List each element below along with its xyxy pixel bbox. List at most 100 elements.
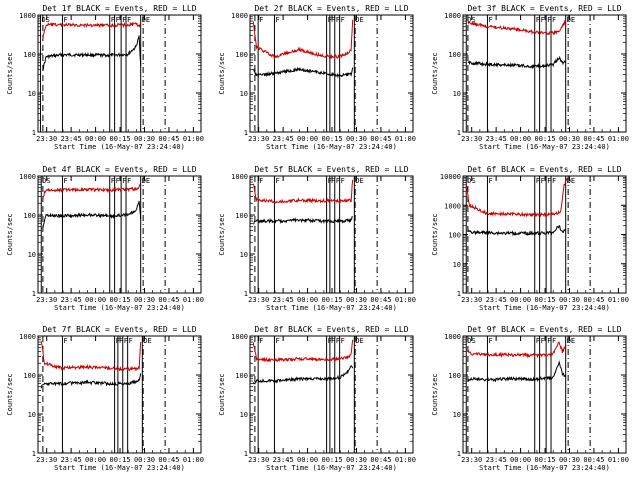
x-tick-label: 00:00 — [297, 456, 318, 464]
y-tick-label: 1000 — [231, 173, 248, 181]
x-axis-label: Start Time (16-May-07 23:24:40) — [479, 464, 610, 472]
marker-label: F — [63, 16, 67, 24]
y-tick-label: 1 — [244, 129, 248, 137]
x-tick-label: 00:45 — [158, 296, 179, 304]
x-tick-label: 00:30 — [134, 456, 155, 464]
events-series-line — [467, 360, 567, 383]
y-tick-label: 1 — [457, 450, 461, 458]
marker-label: DS — [467, 177, 475, 185]
marker-label: F — [127, 177, 131, 185]
chart-title: Det 2f BLACK = Events, RED = LLD — [254, 4, 408, 13]
y-tick-label: 1000 — [19, 333, 36, 341]
x-tick-label: 23:45 — [273, 135, 294, 143]
x-tick-label: 00:00 — [510, 456, 531, 464]
x-tick-label: 00:15 — [109, 135, 130, 143]
y-tick-label: 10 — [240, 251, 248, 259]
marker-label: DE — [567, 16, 575, 24]
marker-label: DE — [142, 177, 150, 185]
x-tick-label: 00:00 — [297, 135, 318, 143]
y-tick-label: 100 — [448, 232, 461, 240]
chart-panel: Det 5f BLACK = Events, RED = LLD 1 10 100 10… — [218, 165, 416, 312]
events-series-line — [42, 35, 142, 71]
y-axis-label: Counts/sec — [6, 213, 14, 255]
x-tick-label: 00:45 — [158, 456, 179, 464]
marker-label: F — [275, 16, 279, 24]
x-tick-label: 00:30 — [559, 296, 580, 304]
plot-frame — [37, 175, 202, 294]
lld-series-line — [252, 179, 354, 204]
y-tick-label: 100 — [448, 372, 461, 380]
x-tick-label: 00:30 — [346, 135, 367, 143]
marker-label: F — [541, 337, 545, 345]
marker-label: F — [488, 16, 492, 24]
x-tick-label: 00:45 — [583, 135, 604, 143]
y-tick-label: 100 — [235, 212, 248, 220]
plot-frame — [37, 335, 202, 454]
marker-label: F — [275, 337, 279, 345]
x-tick-label: 23:30 — [461, 296, 482, 304]
chart-panel: Det 3f BLACK = Events, RED = LLD 1 10 100 10… — [431, 4, 629, 151]
y-axis-label: Counts/sec — [218, 213, 226, 255]
chart-panel: Det 4f BLACK = Events, RED = LLD 1 10 100 10… — [6, 165, 204, 312]
marker-label: DE — [567, 177, 575, 185]
x-tick-label: 00:45 — [370, 135, 391, 143]
y-axis-label: Counts/sec — [6, 373, 14, 415]
marker-label: F — [547, 16, 551, 24]
x-tick-label: 23:45 — [61, 456, 82, 464]
y-tick-label: 1000 — [231, 12, 248, 20]
marker-label: F — [341, 177, 345, 185]
x-tick-label: 23:30 — [461, 135, 482, 143]
x-tick-label: 00:00 — [510, 296, 531, 304]
x-tick-label: 00:00 — [85, 456, 106, 464]
chart-title: Det 4f BLACK = Events, RED = LLD — [42, 165, 196, 174]
y-tick-label: 1000 — [444, 333, 461, 341]
marker-label: F — [116, 177, 120, 185]
marker-label: F — [127, 16, 131, 24]
x-tick-label: 00:15 — [321, 296, 342, 304]
y-tick-label: 100 — [23, 51, 36, 59]
x-tick-label: 01:00 — [608, 296, 629, 304]
x-axis-label: Start Time (16-May-07 23:24:40) — [54, 464, 185, 472]
x-tick-label: 01:00 — [183, 296, 204, 304]
plot-frame — [462, 335, 627, 454]
marker-label: F — [111, 16, 115, 24]
events-series-line — [253, 215, 353, 225]
x-axis-label: Start Time (16-May-07 23:24:40) — [266, 304, 397, 312]
lld-series-line — [465, 178, 568, 218]
x-tick-label: 00:15 — [534, 456, 555, 464]
marker-label: F — [259, 337, 263, 345]
marker-label: DE — [355, 177, 363, 185]
y-tick-label: 1000 — [19, 12, 36, 20]
x-tick-label: 00:30 — [346, 456, 367, 464]
plot-frame — [249, 175, 414, 294]
chart-title: Det 5f BLACK = Events, RED = LLD — [254, 165, 408, 174]
lld-series-line — [252, 339, 354, 363]
chart-panel: Det 7f BLACK = Events, RED = LLD 1 10 100 10… — [6, 325, 204, 472]
y-tick-label: 10 — [453, 261, 461, 269]
x-tick-label: 23:45 — [486, 135, 507, 143]
marker-label: DS — [41, 16, 49, 24]
x-tick-label: 00:00 — [85, 135, 106, 143]
marker-label: F — [552, 16, 556, 24]
x-tick-label: 23:45 — [273, 296, 294, 304]
marker-label: DS — [467, 16, 475, 24]
marker-label: F — [541, 16, 545, 24]
x-tick-label: 23:45 — [486, 296, 507, 304]
chart-panel: Det 1f BLACK = Events, RED = LLD 1 10 100 10… — [6, 4, 204, 151]
marker-label: F — [129, 337, 133, 345]
x-tick-label: 00:30 — [559, 456, 580, 464]
y-axis-label: Counts/sec — [431, 213, 439, 255]
marker-label: F — [336, 177, 340, 185]
x-tick-label: 01:00 — [608, 135, 629, 143]
marker-label: DS — [42, 177, 50, 185]
x-axis-label: Start Time (16-May-07 23:24:40) — [54, 143, 185, 151]
events-series-line — [252, 365, 354, 385]
y-axis-label: Counts/sec — [431, 52, 439, 94]
y-axis-label: Counts/sec — [6, 52, 14, 94]
marker-label: F — [122, 16, 126, 24]
y-tick-label: 1 — [457, 129, 461, 137]
marker-label: F — [63, 337, 67, 345]
marker-label: F — [336, 337, 340, 345]
x-tick-label: 00:00 — [297, 296, 318, 304]
lld-series-line — [40, 341, 142, 372]
